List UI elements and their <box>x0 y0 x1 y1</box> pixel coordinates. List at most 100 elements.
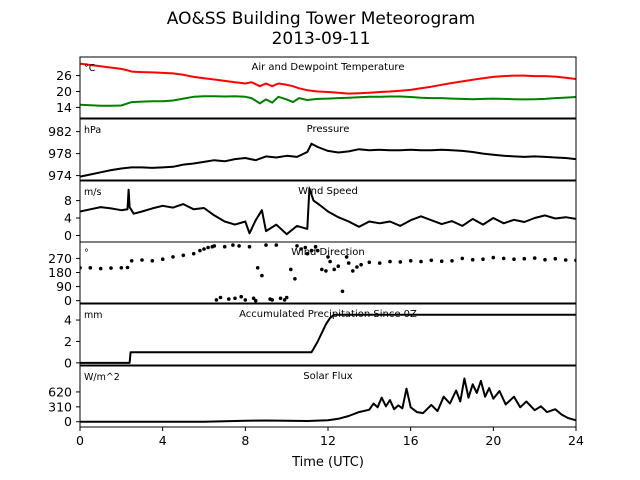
data-point <box>336 264 341 269</box>
y-tick-label: 4 <box>64 313 72 328</box>
x-tick-label: 0 <box>76 433 84 448</box>
y-tick-label: 14 <box>56 100 72 115</box>
data-point <box>359 262 363 267</box>
x-tick-label: 24 <box>568 433 584 448</box>
data-point <box>470 257 475 262</box>
data-point <box>351 269 355 273</box>
panel-frame <box>79 303 577 366</box>
data-point <box>206 245 210 250</box>
data-point <box>212 244 217 248</box>
data-point <box>109 266 113 270</box>
y-tick-label: 20 <box>56 84 72 99</box>
data-point <box>346 261 351 265</box>
data-point <box>320 267 324 272</box>
y-tick-label: 974 <box>48 168 72 183</box>
y-tick-label: 90 <box>56 279 72 294</box>
series-line-1 <box>80 313 576 364</box>
y-tick-label: 0 <box>64 355 72 370</box>
panel-title: Wind Speed <box>298 186 358 197</box>
data-point <box>140 258 144 262</box>
y-tick-label: 982 <box>48 124 72 139</box>
data-point <box>278 296 283 301</box>
data-point <box>460 256 465 261</box>
data-point <box>129 259 134 263</box>
data-point <box>522 256 527 261</box>
data-point <box>344 255 349 259</box>
data-point <box>119 266 124 270</box>
data-point <box>295 244 299 248</box>
data-point <box>303 245 308 250</box>
data-point <box>332 267 337 272</box>
x-tick-label: 16 <box>403 433 419 448</box>
data-point <box>563 258 568 262</box>
data-point <box>239 294 243 299</box>
panel-unit-label: ° <box>84 248 89 259</box>
data-point <box>450 259 454 263</box>
y-tick-label: 2 <box>64 334 72 349</box>
series-line-2 <box>80 95 576 107</box>
data-point <box>247 244 252 249</box>
data-point <box>227 297 231 301</box>
data-point <box>388 259 392 264</box>
data-point <box>309 248 314 253</box>
panel-2: 974 978 982 hPa Pressure <box>48 118 577 183</box>
data-point <box>429 258 434 263</box>
panel-unit-label: mm <box>84 310 103 321</box>
data-point <box>260 273 264 278</box>
data-point <box>324 269 328 273</box>
panel-title: Wind Direction <box>291 247 365 258</box>
series-line-1 <box>80 187 576 236</box>
data-point <box>305 251 310 256</box>
data-point <box>419 259 423 264</box>
series-line-1 <box>80 142 576 178</box>
y-tick-label: 0 <box>64 228 72 243</box>
data-point <box>398 260 403 264</box>
panel-3: 0 4 8 m/s Wind Speed <box>64 180 577 243</box>
y-tick-label: 180 <box>48 265 72 280</box>
data-point <box>439 259 444 264</box>
data-point <box>481 257 485 262</box>
data-point <box>251 296 256 301</box>
data-point <box>282 298 287 302</box>
panel-frame <box>79 118 577 181</box>
panel-title: Air and Dewpoint Temperature <box>252 62 405 73</box>
x-axis: 0 4 8 12 16 20 24 <box>76 427 584 448</box>
panel-title: Accumulated Precipitation Since 0Z <box>239 309 417 320</box>
data-point <box>150 259 155 263</box>
panel-title: Pressure <box>307 124 350 135</box>
data-point <box>98 266 103 271</box>
figure-title-line1: AO&SS Building Tower Meteorogram <box>167 9 475 29</box>
data-point <box>293 277 297 281</box>
data-point <box>315 248 320 253</box>
data-point <box>125 265 130 270</box>
data-point <box>253 298 258 303</box>
panel-plot-area <box>80 377 576 423</box>
panel-plot-area <box>80 142 576 178</box>
data-point <box>243 298 248 302</box>
data-point <box>512 257 516 262</box>
x-tick-label: 20 <box>485 433 501 448</box>
data-point <box>326 255 330 259</box>
y-tick-label: 620 <box>48 384 72 399</box>
data-point <box>340 289 345 294</box>
data-point <box>214 298 219 302</box>
data-point <box>231 243 235 247</box>
y-tick-label: 978 <box>48 146 72 161</box>
x-tick-label: 8 <box>241 433 249 448</box>
data-point <box>501 256 506 261</box>
data-point <box>160 257 165 262</box>
data-point <box>191 251 196 256</box>
data-point <box>408 259 413 263</box>
y-tick-label: 0 <box>64 414 72 429</box>
data-point <box>88 266 93 270</box>
x-tick-label: 12 <box>320 433 336 448</box>
panel-plot-area <box>80 62 576 107</box>
panel-unit-label: °C <box>84 63 96 74</box>
data-point <box>313 244 318 249</box>
x-tick-label: 4 <box>159 433 167 448</box>
data-point <box>270 298 275 302</box>
x-axis-label: Time (UTC) <box>291 455 364 470</box>
data-point <box>264 243 268 247</box>
